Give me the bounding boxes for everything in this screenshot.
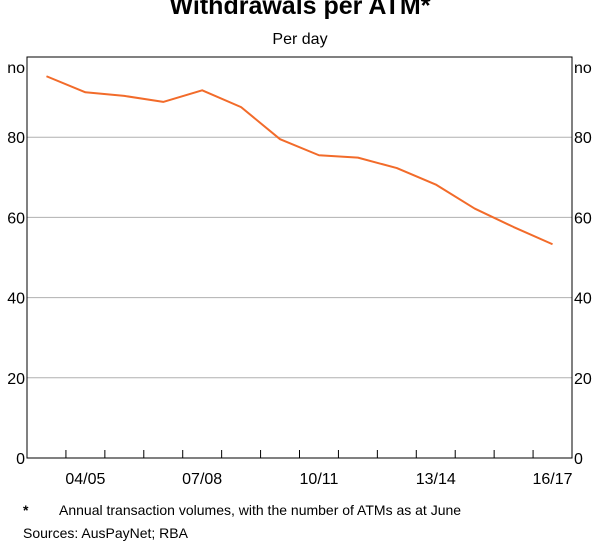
footnote-text: Annual transaction volumes, with the num… (59, 502, 462, 518)
chart-title: Withdrawals per ATM* (169, 0, 431, 20)
x-tick-label: 07/08 (182, 471, 222, 488)
y-tick-label-right: 20 (574, 371, 592, 388)
x-tick-label: 13/14 (416, 471, 456, 488)
axis-ticks (65, 450, 534, 458)
y-axis-right: 0 20 40 60 80 no (574, 60, 592, 468)
sources-note: Sources: AusPayNet; RBA (23, 525, 188, 541)
y-axis-left: 0 20 40 60 80 no (7, 60, 25, 468)
y-unit-label-right: no (574, 60, 592, 77)
series-layer (46, 75, 553, 246)
series-line (46, 75, 553, 246)
y-tick-label-left: 20 (7, 371, 25, 388)
y-unit-label-left: no (7, 60, 25, 77)
footnote-marker: * (23, 502, 29, 518)
y-tick-label-right: 40 (574, 291, 592, 308)
y-tick-label-right: 80 (574, 130, 592, 147)
x-tick-label: 10/11 (300, 471, 339, 488)
y-tick-label-right: 0 (574, 451, 583, 468)
x-tick-label: 04/05 (65, 471, 105, 488)
chart-subtitle: Per day (272, 31, 328, 48)
y-tick-label-left: 80 (7, 130, 25, 147)
y-tick-label-left: 0 (16, 451, 25, 468)
gridlines (27, 136, 572, 379)
footnote: * Annual transaction volumes, with the nu… (23, 502, 461, 518)
y-tick-label-left: 60 (7, 210, 25, 227)
y-tick-label-right: 60 (574, 210, 592, 227)
plot-frame (26, 56, 573, 459)
y-tick-label-left: 40 (7, 291, 25, 308)
x-axis: 04/05 07/08 10/11 13/14 16/17 (65, 471, 572, 488)
x-tick-label: 16/17 (533, 471, 573, 488)
